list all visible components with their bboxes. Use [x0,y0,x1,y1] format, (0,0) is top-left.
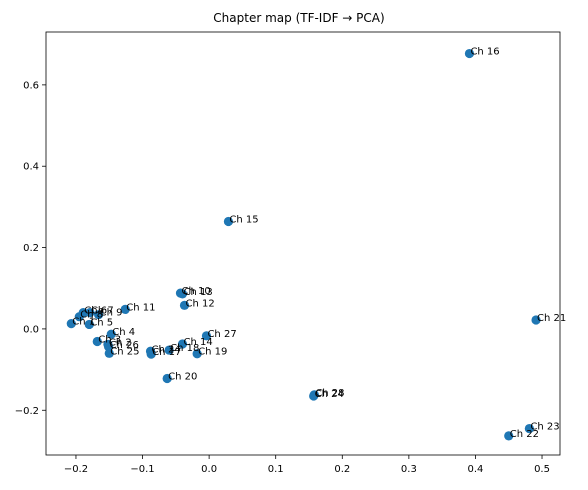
y-tick-label: 0.4 [23,162,39,173]
y-tick-label: −0.2 [15,406,39,417]
plot-area [45,31,561,456]
point-label: Ch 15 [229,215,258,226]
point-label: Ch 1 [72,317,95,328]
point-label: Ch 13 [183,287,212,298]
point-label: Ch 25 [110,346,139,357]
point-label: Ch 11 [126,302,155,313]
scatter-point [106,329,116,339]
point-label: Ch 14 [183,337,212,348]
point-label: Ch 9 [100,308,123,319]
y-tick-label: 0.2 [23,243,39,254]
scatter-point [146,349,156,359]
scatter-point [74,312,84,322]
x-tick-label: 0.2 [334,464,350,475]
scatter-point [84,319,94,330]
scatter-point [85,308,95,318]
scatter-point [504,431,514,441]
chart-title: Chapter map (TF-IDF → PCA) [213,11,384,25]
point-label: Ch 23 [530,422,559,433]
data-points [66,48,541,441]
point-label: Ch 17 [152,347,181,358]
x-tick-label: 0.5 [534,464,550,475]
scatter-point [92,336,102,347]
point-label: Ch 10 [181,286,210,297]
scatter-point [201,331,212,341]
point-label: Ch 12 [185,298,214,309]
scatter-point [162,373,172,384]
point-label: Ch 28 [315,388,344,399]
y-tick-label: 0.0 [23,324,39,335]
point-label: Ch 21 [537,313,566,324]
scatter-point [177,339,188,349]
point-label: Ch 26 [110,340,139,351]
x-tick-label: −0.1 [130,464,154,475]
point-label: Ch 16 [470,47,499,58]
scatter-point [177,289,188,299]
point-label: Ch 2 [109,337,132,348]
point-label: Ch 3 [98,335,121,346]
point-label: Ch 18 [170,343,199,354]
scatter-point [179,300,190,310]
scatter-point [223,216,234,227]
point-label: Ch 5 [90,317,113,328]
point-label: Ch 20 [168,372,197,383]
point-label: Ch 24 [152,344,181,355]
x-tick-label: 0.3 [401,464,417,475]
point-label: Ch 22 [510,429,539,440]
scatter-point [104,348,114,358]
scatter-point [164,345,174,355]
y-tick-label: 0.6 [23,80,39,91]
point-label: Ch 27 [207,329,236,340]
point-label: Ch 24 [315,389,344,400]
scatter-point [524,423,534,434]
x-axis: −0.2 −0.1 0.0 0.1 0.2 0.3 0.4 0.5 [64,455,550,475]
point-label: Ch 8 [80,310,103,321]
scatter-point [464,48,475,59]
x-tick-label: 0.0 [201,464,217,475]
scatter-point [93,310,104,320]
point-label: Ch 6 [84,306,107,317]
scatter-point [192,349,202,359]
point-label: Ch 7 [91,306,114,317]
y-axis: −0.2 0.0 0.2 0.4 0.6 [15,80,46,417]
scatter-point [66,319,76,329]
point-label: Ch 19 [198,347,227,358]
x-tick-label: −0.2 [64,464,88,475]
x-tick-label: 0.1 [268,464,284,475]
scatter-point [531,315,541,325]
x-tick-label: 0.4 [467,464,483,475]
point-label: Ch 4 [112,327,135,338]
scatter-point [309,391,319,401]
scatter-point [120,304,130,314]
